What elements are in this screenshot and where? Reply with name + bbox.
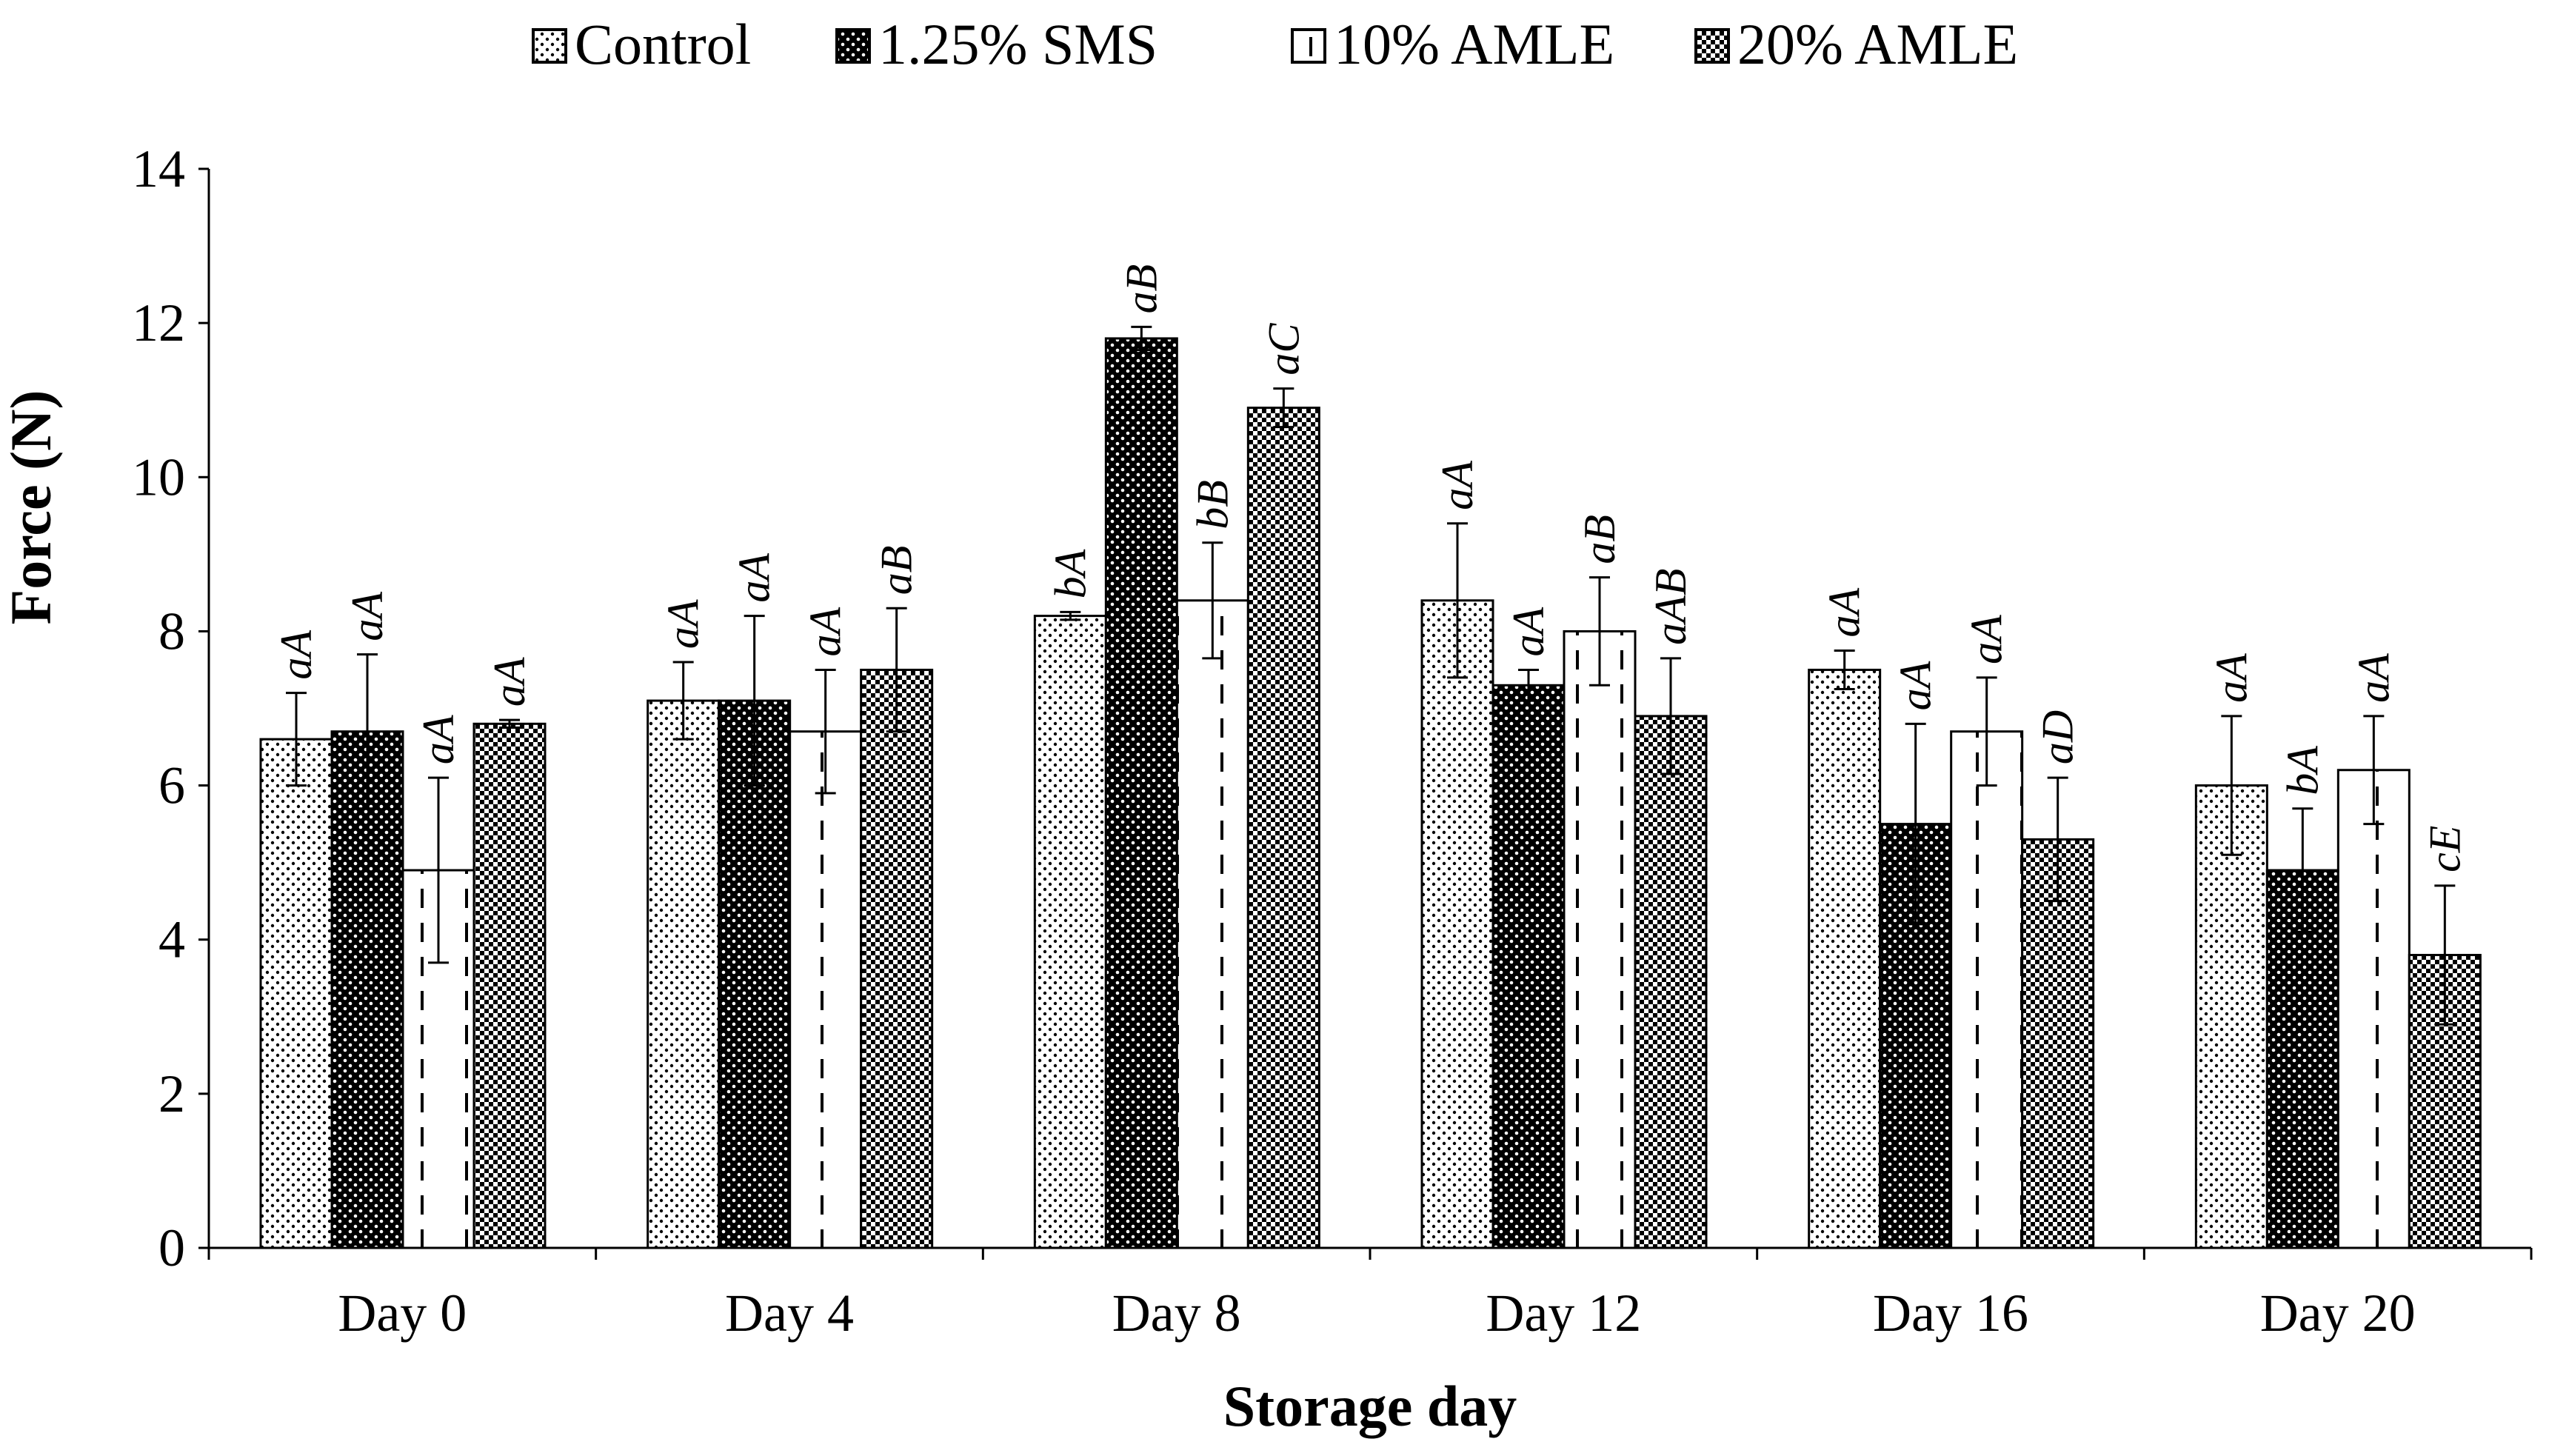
legend-item: 10% AMLE: [1291, 12, 1614, 76]
bar: [1104, 337, 1178, 1249]
y-tick-label: 6: [158, 756, 185, 815]
significance-label: aAB: [1646, 569, 1695, 645]
bar: [259, 738, 333, 1249]
x-tick-label: Day 4: [725, 1283, 854, 1343]
bar: [1246, 407, 1320, 1249]
significance-label: aB: [872, 546, 921, 595]
bar: [718, 699, 792, 1249]
bar: [1175, 599, 1249, 1249]
y-tick-label: 14: [132, 139, 185, 198]
bar: [789, 730, 863, 1249]
bar: [1033, 615, 1107, 1249]
bar: [1491, 684, 1566, 1249]
significance-labels: aA aA bA aA aA aA aA aA aB aA aA bA aA aA bB aB aA aA aA aB…: [272, 264, 2469, 872]
y-tick-label: 12: [132, 293, 185, 353]
y-axis-title: Force (N): [0, 390, 63, 625]
legend-item: 20% AMLE: [1694, 12, 2018, 76]
bar: [647, 699, 721, 1249]
bars: [259, 337, 2482, 1249]
legend-swatch: [1291, 28, 1326, 64]
x-tick-label: Day 12: [1486, 1283, 1641, 1343]
legend-swatch: [532, 28, 567, 64]
legend-label: 1.25% SMS: [878, 12, 1157, 76]
significance-label: aA: [343, 592, 392, 641]
bar: [1950, 730, 2024, 1249]
x-tick-label: Day 16: [1873, 1283, 2028, 1343]
significance-label: aB: [1117, 264, 1166, 314]
y-tick-label: 0: [158, 1218, 185, 1278]
bar: [2194, 784, 2268, 1249]
legend-item: Control: [532, 12, 751, 76]
x-tick-label: Day 20: [2260, 1283, 2416, 1343]
significance-label: aA: [2207, 653, 2256, 703]
bar: [1634, 715, 1708, 1249]
y-tick-label: 8: [158, 601, 185, 661]
significance-label: aC: [1259, 323, 1308, 375]
significance-label: cE: [2420, 826, 2469, 872]
y-tick-label: 10: [132, 447, 185, 507]
bar: [472, 722, 547, 1249]
significance-label: aA: [1962, 615, 2011, 664]
x-tick-label: Day 8: [1112, 1283, 1241, 1343]
x-axis-title: Storage day: [1223, 1374, 1517, 1438]
legend: Control 1.25% SMS 10% AMLE 20% AMLE: [532, 12, 2018, 76]
legend-label: 10% AMLE: [1334, 12, 1614, 76]
legend-swatch: [835, 28, 871, 64]
legend-item: 1.25% SMS: [835, 12, 1157, 76]
bar: [1563, 630, 1637, 1249]
significance-label: aB: [1575, 515, 1624, 564]
significance-label: aA: [1504, 607, 1553, 656]
bar: [330, 730, 404, 1249]
significance-label: bA: [1046, 549, 1095, 598]
y-tick-label: 2: [158, 1064, 185, 1123]
significance-label: aA: [485, 657, 534, 707]
significance-label: aA: [1433, 461, 1482, 510]
significance-label: aD: [2034, 710, 2082, 764]
bar: [1808, 668, 1882, 1249]
x-axis: Day 0 Day 4 Day 8 Day 12 Day 16 Day 20: [207, 1246, 2533, 1343]
bar: [860, 668, 934, 1249]
significance-label: aA: [730, 553, 779, 603]
legend-label: 20% AMLE: [1737, 12, 2018, 76]
significance-label: aA: [414, 715, 463, 764]
bar: [1420, 599, 1494, 1249]
significance-label: aA: [801, 607, 850, 656]
legend-swatch: [1694, 28, 1730, 64]
bar: [2336, 769, 2411, 1249]
significance-label: aA: [1820, 587, 1869, 637]
significance-label: bB: [1188, 480, 1237, 530]
significance-label: bA: [2278, 746, 2327, 795]
significance-label: aA: [1891, 661, 1940, 710]
y-axis: 0 2 4 6 8 10 12 14: [132, 139, 210, 1278]
error-bars: [286, 325, 2456, 1026]
x-tick-label: Day 0: [338, 1283, 467, 1343]
significance-label: aA: [272, 630, 321, 680]
significance-label: aA: [659, 599, 708, 649]
significance-label: aA: [2349, 653, 2398, 703]
y-tick-label: 4: [158, 910, 185, 969]
legend-label: Control: [575, 12, 751, 76]
